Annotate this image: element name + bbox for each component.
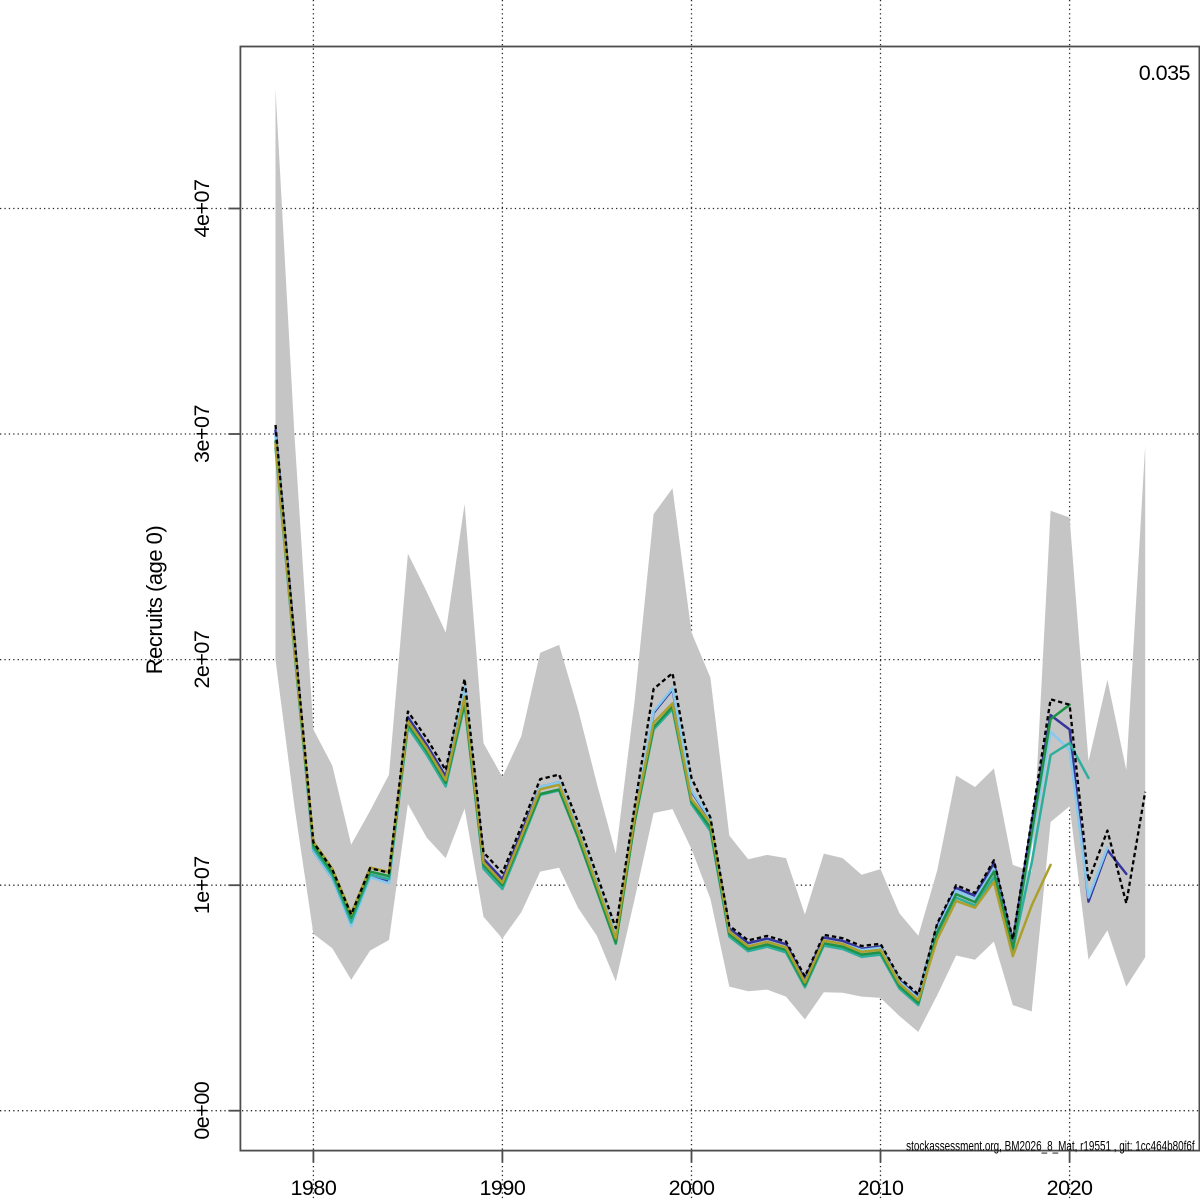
svg-text:3e+07: 3e+07: [190, 405, 214, 463]
svg-text:4e+07: 4e+07: [190, 180, 214, 238]
svg-text:2000: 2000: [669, 1176, 715, 1200]
svg-text:2e+07: 2e+07: [190, 631, 214, 689]
svg-text:0.035: 0.035: [1139, 61, 1191, 85]
svg-text:1990: 1990: [479, 1176, 525, 1200]
svg-text:1e+07: 1e+07: [190, 856, 214, 914]
svg-text:1980: 1980: [290, 1176, 336, 1200]
svg-text:2020: 2020: [1047, 1176, 1093, 1200]
svg-text:2010: 2010: [858, 1176, 904, 1200]
svg-text:0e+00: 0e+00: [190, 1081, 214, 1139]
svg-text:Recruits (age 0): Recruits (age 0): [142, 526, 167, 675]
svg-text:stockassessment.org, BM2026_8_: stockassessment.org, BM2026_8_Mat, r1955…: [906, 1138, 1195, 1154]
